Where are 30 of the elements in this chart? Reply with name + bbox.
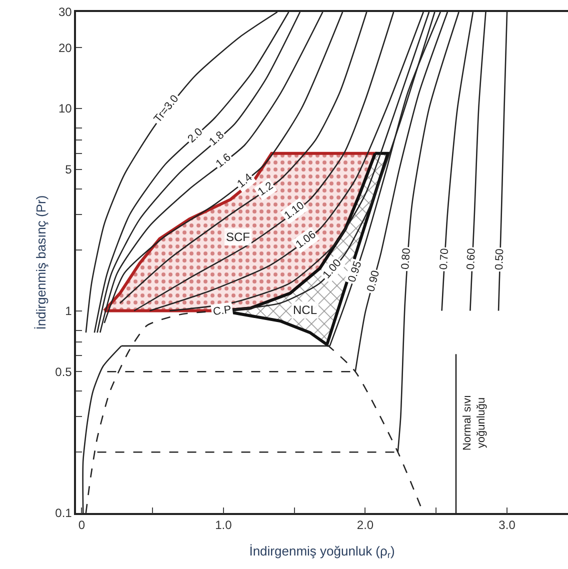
annotation: 0.70 bbox=[438, 248, 452, 270]
annotation: 1.6 bbox=[214, 151, 234, 170]
x-tick-label: 0 bbox=[78, 518, 86, 532]
x-tick-label: 3.0 bbox=[498, 518, 516, 532]
y-tick-label: 1 bbox=[65, 304, 72, 318]
annotation: 0.90 bbox=[365, 269, 382, 294]
annotation: 0.50 bbox=[494, 248, 506, 270]
annotation: SCF bbox=[226, 230, 250, 244]
annotation: 0.95 bbox=[346, 260, 364, 284]
annotation: 0.80 bbox=[400, 248, 414, 270]
annotation: 1.2 bbox=[256, 180, 276, 198]
y-tick-label: 10 bbox=[58, 102, 72, 116]
annotation: 1.8 bbox=[207, 129, 227, 148]
x-tick-label: 2.0 bbox=[356, 518, 374, 532]
y-tick-label: 0.1 bbox=[55, 506, 72, 520]
y-tick-label: 5 bbox=[65, 162, 72, 177]
annotation: 1.10 bbox=[282, 200, 307, 222]
annotation: 0.60 bbox=[465, 248, 478, 270]
annotation: 2.0 bbox=[186, 126, 206, 146]
x-tick-label: 1.0 bbox=[215, 518, 232, 532]
y-tick-label: 20 bbox=[58, 40, 72, 55]
y-axis-title: İndirgenmiş basınç (Pr) bbox=[34, 195, 49, 330]
annotation: NCL bbox=[293, 303, 318, 317]
y-tick-label: 0.5 bbox=[55, 364, 72, 379]
annotation: Normal sıvı yoğunluğu bbox=[461, 394, 488, 451]
x-axis-title: İndirgenmiş yoğunluk (ρ$_{r}$) bbox=[249, 543, 395, 560]
annotation: 1.06 bbox=[294, 228, 318, 252]
annotation: 1.4 bbox=[235, 171, 255, 190]
annotation: C.P bbox=[212, 304, 232, 318]
y-tick-label: 30 bbox=[58, 5, 72, 20]
